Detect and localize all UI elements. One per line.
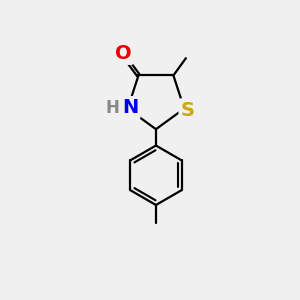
Text: N: N	[122, 98, 138, 117]
Text: S: S	[181, 100, 195, 120]
Text: O: O	[115, 44, 131, 63]
Text: H: H	[105, 99, 119, 117]
